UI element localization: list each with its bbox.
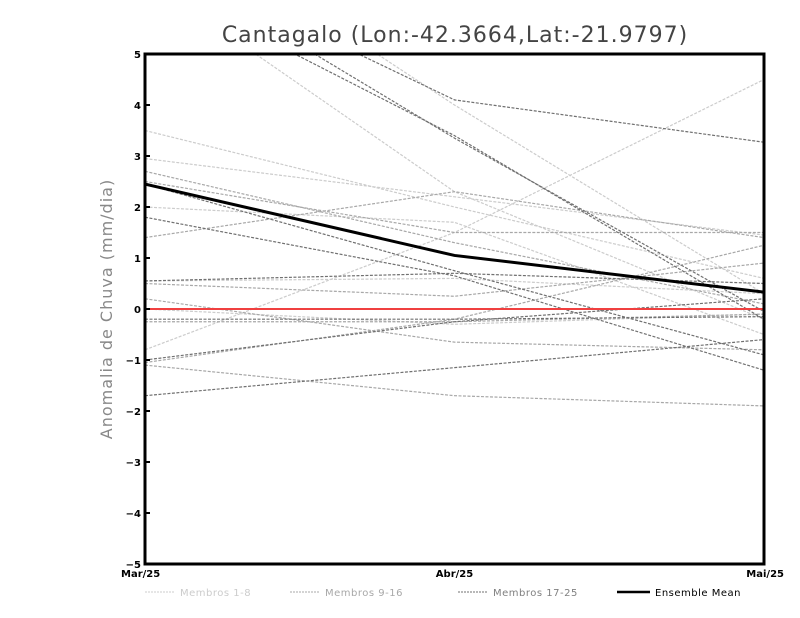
legend-label: Membros 1-8 — [180, 588, 251, 599]
y-tick-label: 2 — [134, 203, 141, 214]
series-line-member-18 — [293, 54, 764, 320]
x-axis: Mar/25 Abr/25 Mai/25 — [121, 569, 784, 580]
series-line-member-12 — [145, 244, 764, 364]
series-line-member-23 — [145, 298, 764, 361]
y-tick-label: −3 — [126, 458, 141, 469]
plot-frame — [143, 52, 766, 566]
series-group — [145, 54, 764, 407]
series-line-member-16 — [145, 170, 764, 305]
y-tick-label: −1 — [126, 356, 141, 367]
legend-label: Membros 9-16 — [325, 588, 403, 599]
legend-label: Ensemble Mean — [655, 588, 741, 599]
x-tick-label: Mai/25 — [746, 569, 784, 580]
legend-label: Membros 17-25 — [493, 588, 578, 599]
y-tick-label: 3 — [134, 152, 141, 163]
x-tick-label: Abr/25 — [436, 569, 473, 580]
legend: Membros 1-8 Membros 9-16 Membros 17-25 Ense… — [145, 588, 741, 599]
y-tick-label: 0 — [134, 305, 141, 316]
series-line-member-13 — [145, 298, 764, 351]
x-tick-label: Mar/25 — [121, 569, 160, 580]
series-line-member-9 — [145, 191, 764, 239]
series-line-member-14 — [145, 364, 764, 407]
series-line-member-17 — [357, 54, 764, 143]
series-line-member-21 — [145, 216, 764, 371]
y-tick-label: −5 — [126, 560, 141, 571]
series-line-member-15 — [145, 313, 764, 323]
series-line-member-3 — [145, 78, 764, 351]
series-line-member-2 — [145, 157, 764, 236]
series-line-member-20 — [145, 183, 764, 356]
series-line-member-22 — [145, 339, 764, 397]
y-axis-label: Anomalia de Chuva (mm/dia) — [97, 179, 116, 439]
series-line-member-8 — [145, 206, 764, 336]
y-tick-label: 5 — [134, 50, 141, 61]
chart-title: Cantagalo (Lon:-42.3664,Lat:-21.9797) — [222, 23, 688, 48]
y-tick-label: −4 — [126, 509, 141, 520]
series-line-member-10 — [145, 180, 764, 234]
y-tick-label: −2 — [126, 407, 141, 418]
series-line-member-6 — [376, 54, 764, 295]
series-line-member-24 — [145, 316, 764, 320]
series-line-member-1 — [145, 129, 764, 279]
series-line-ensemble-mean — [145, 182, 764, 294]
y-tick-label: 4 — [134, 101, 141, 112]
series-line-member-19 — [313, 54, 764, 313]
y-tick-label: 1 — [134, 254, 141, 265]
